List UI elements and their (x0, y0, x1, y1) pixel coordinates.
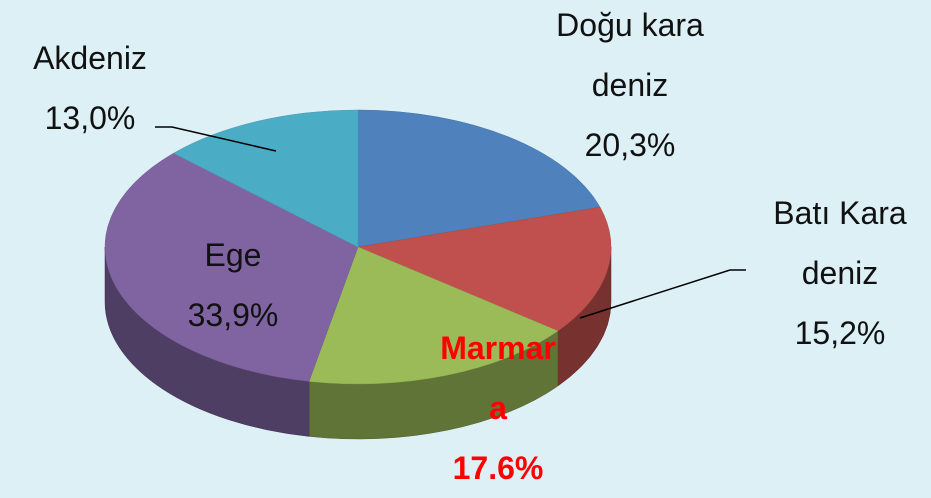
leader-line (155, 126, 277, 152)
data-label: Ege 33,9% (158, 225, 308, 345)
pie-slice (104, 152, 359, 382)
value-label: 17.6% (452, 450, 544, 486)
data-label: Batı Karadeniz 15,2% (765, 183, 915, 363)
category-label: Ege (204, 237, 262, 273)
leader-line (579, 269, 746, 319)
data-label: Akdeniz 13,0% (15, 28, 165, 148)
pie-canvas (104, 109, 746, 440)
pie-slice (308, 246, 559, 385)
chart: Doğu karadeniz 20,3% Batı Karadeniz 15,2% Ma… (15, 0, 915, 486)
value-label: 20,3% (584, 127, 676, 163)
value-label: 15,2% (794, 315, 886, 351)
data-label: Marmara 17.6% (433, 318, 563, 498)
category-label: Batı Karadeniz (773, 195, 907, 291)
pie-slice (357, 109, 601, 248)
value-label: 13,0% (44, 100, 136, 136)
data-label: Doğu karadeniz 20,3% (555, 0, 705, 175)
pie-slice (357, 206, 612, 332)
value-label: 33,9% (187, 297, 279, 333)
category-label: Akdeniz (33, 40, 147, 76)
category-label: Doğu karadeniz (556, 7, 704, 103)
pie-slice (173, 109, 359, 248)
category-label: Marmara (440, 330, 556, 426)
